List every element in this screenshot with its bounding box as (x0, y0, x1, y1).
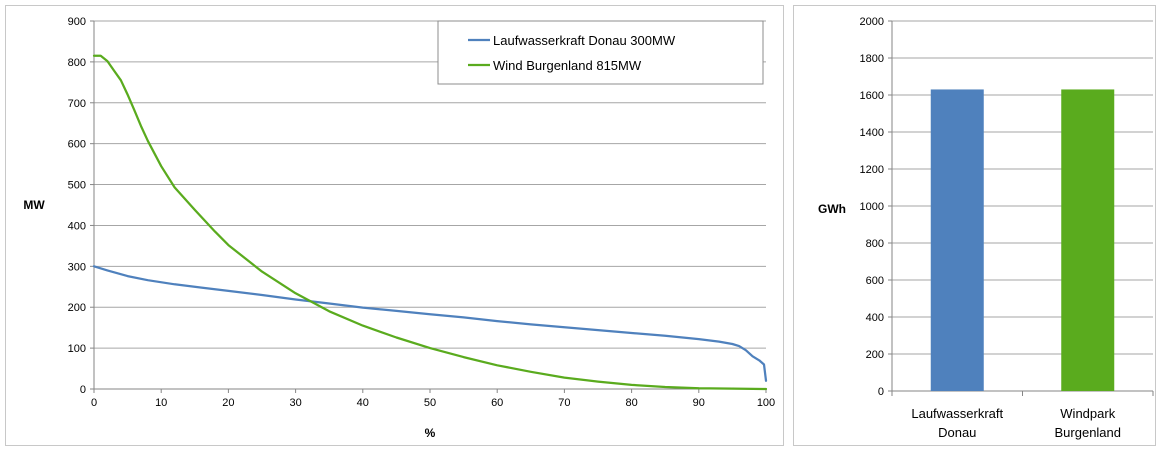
y-tick-label: 900 (68, 16, 86, 28)
y-tick-label: 400 (866, 312, 884, 324)
x-tick-label: 100 (757, 397, 775, 409)
legend: Laufwasserkraft Donau 300MW Wind Burgenla… (437, 20, 764, 85)
y-tick-label: 2000 (860, 16, 884, 28)
y-tick-label: 0 (80, 384, 86, 396)
x-tick-label: 20 (222, 397, 234, 409)
y-tick-label: 300 (68, 261, 86, 273)
x-tick-label: 30 (289, 397, 301, 409)
y-tick-label: 1800 (860, 53, 884, 65)
legend-label-1: Laufwasserkraft Donau 300MW (493, 33, 676, 48)
series-line-2 (92, 54, 768, 391)
annual-energy-panel: 0 200 400 600 800 1000 1200 1400 1600 1800 2000 Lau… (793, 5, 1156, 446)
category-label: Donau (938, 425, 976, 440)
y-tick-label: 200 (866, 349, 884, 361)
y-tick-label: 600 (866, 275, 884, 287)
y-tick-label: 1400 (860, 127, 884, 139)
y-tick-label: 800 (866, 238, 884, 250)
x-tick-label: 90 (693, 397, 705, 409)
y-tick-label: 1200 (860, 164, 884, 176)
category-label: Burgenland (1055, 425, 1122, 440)
legend-label-2: Wind Burgenland 815MW (493, 58, 642, 73)
series-line-1 (92, 265, 768, 382)
x-tick-label: 80 (625, 397, 637, 409)
x-tick-label: 0 (91, 397, 97, 409)
y-tick-label: 400 (68, 220, 86, 232)
x-tick-label: 10 (155, 397, 167, 409)
category-label: Windpark (1060, 406, 1115, 421)
y-tick-label: 500 (68, 180, 86, 192)
duration-curve-chart: 0 100 200 300 400 500 600 700 800 900 0 10 20 30 40 50 6… (23, 16, 775, 440)
y-tick-label: 0 (878, 386, 884, 398)
annual-energy-chart: 0 200 400 600 800 1000 1200 1400 1600 1800 2000 Lau… (818, 16, 1154, 440)
x-tick-label: 40 (357, 397, 369, 409)
bar-1 (930, 89, 984, 391)
y-axis-title: GWh (818, 202, 846, 216)
bar-2 (1061, 89, 1115, 391)
y-tick-label: 600 (68, 139, 86, 151)
y-tick-label: 100 (68, 343, 86, 355)
x-axis-title: % (425, 426, 436, 440)
category-label: Laufwasserkraft (911, 406, 1003, 421)
x-tick-label: 60 (491, 397, 503, 409)
y-tick-label: 200 (68, 302, 86, 314)
duration-curve-panel: 0 100 200 300 400 500 600 700 800 900 0 10 20 30 40 50 6… (5, 5, 784, 446)
legend-box (437, 20, 764, 85)
x-tick-label: 70 (558, 397, 570, 409)
x-tick-label: 50 (424, 397, 436, 409)
y-tick-label: 1600 (860, 90, 884, 102)
y-tick-label: 700 (68, 98, 86, 110)
y-tick-label: 800 (68, 57, 86, 69)
y-tick-label: 1000 (860, 201, 884, 213)
y-axis-title: MW (23, 198, 45, 212)
